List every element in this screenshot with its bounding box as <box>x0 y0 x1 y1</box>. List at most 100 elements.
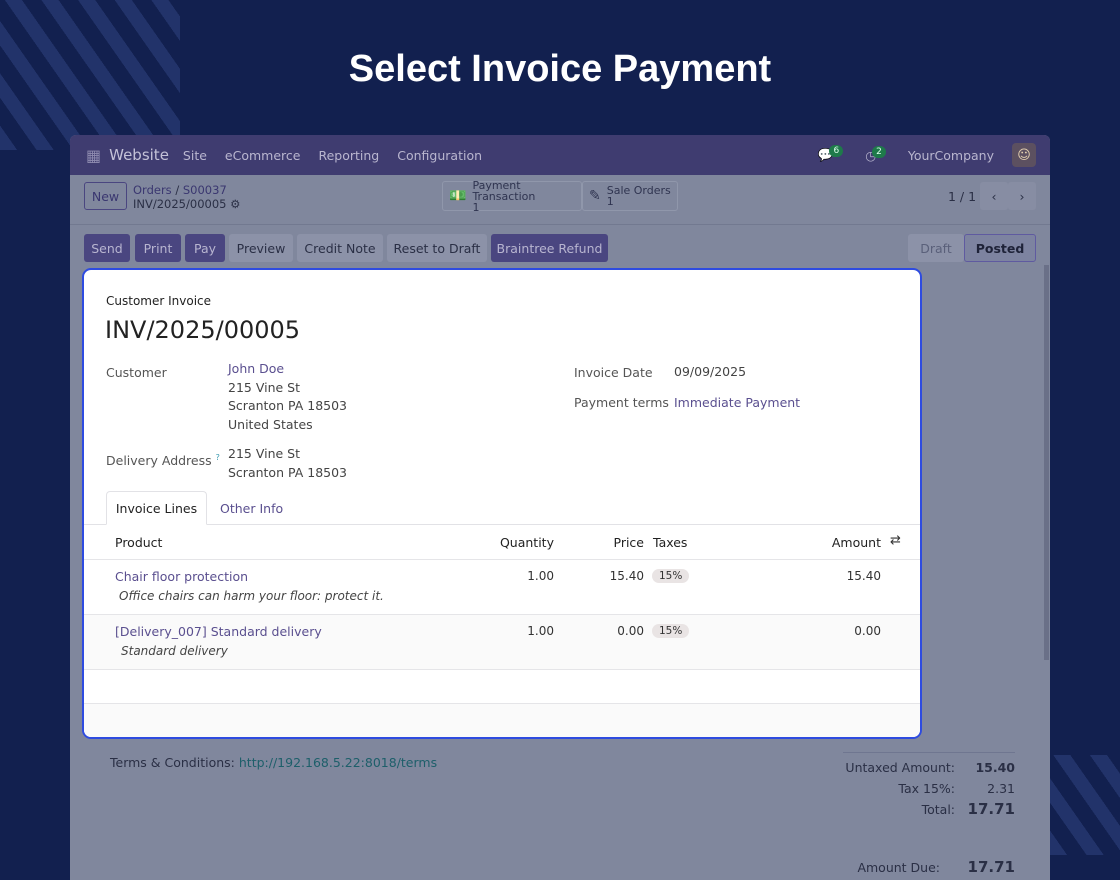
gear-icon[interactable]: ⚙ <box>230 197 241 211</box>
pager-next[interactable]: › <box>1008 182 1036 210</box>
help-tooltip-icon[interactable]: ? <box>215 453 220 462</box>
company-switcher[interactable]: YourCompany <box>907 147 994 163</box>
top-navbar: ▦ Website Site eCommerce Reporting Confi… <box>70 135 1050 175</box>
braintree-refund-button[interactable]: Braintree Refund <box>491 234 608 262</box>
amount-due: 17.71 <box>967 858 1015 876</box>
empty-row <box>84 670 920 704</box>
messages-button[interactable]: 💬6 <box>818 145 847 163</box>
activities-count: 2 <box>872 145 886 158</box>
credit-note-button[interactable]: Credit Note <box>297 234 383 262</box>
total-label: Total: <box>921 802 955 817</box>
scrollbar[interactable] <box>1044 265 1049 660</box>
untaxed-amount: 15.40 <box>975 760 1015 775</box>
reset-to-draft-button[interactable]: Reset to Draft <box>387 234 487 262</box>
tab-invoice-lines[interactable]: Invoice Lines <box>106 491 207 525</box>
tab-label: Invoice Lines <box>115 500 198 516</box>
menu-ecommerce[interactable]: eCommerce <box>224 147 301 163</box>
totals-divider <box>843 752 1015 753</box>
sale-orders-button[interactable]: ✎ Sale Orders 1 <box>582 181 678 211</box>
breadcrumb-order[interactable]: S00037 <box>182 183 227 197</box>
tax-amount: 2.31 <box>987 781 1015 796</box>
menu-site[interactable]: Site <box>182 147 207 163</box>
smart-button-count: 1 <box>472 200 480 214</box>
customer-link[interactable]: John Doe <box>228 361 285 376</box>
money-icon: 💵 <box>449 187 467 204</box>
user-avatar[interactable]: ☺ <box>1012 143 1036 167</box>
line-amount: 0.00 <box>854 624 881 638</box>
line-description: Standard delivery <box>121 644 228 658</box>
line-quantity: 1.00 <box>527 569 554 583</box>
delivery-address-label: Delivery Address ? <box>106 453 220 468</box>
preview-button[interactable]: Preview <box>229 234 293 262</box>
smart-button-count: 1 <box>606 195 614 208</box>
table-header: Product Quantity Price Taxes Amount ⇄ <box>84 525 920 560</box>
menu-configuration[interactable]: Configuration <box>397 147 483 163</box>
line-amount: 15.40 <box>846 569 881 583</box>
line-description: Office chairs can harm your floor: prote… <box>119 589 384 603</box>
menu-reporting[interactable]: Reporting <box>318 147 380 163</box>
invoice-number: INV/2025/00005 <box>105 316 301 344</box>
invoice-type: Customer Invoice <box>106 294 212 308</box>
customer-field[interactable]: John Doe 215 Vine St Scranton PA 18503 U… <box>228 360 347 434</box>
tabs-divider <box>84 524 920 525</box>
control-panel: New Orders / S00037 INV/2025/00005 ⚙ 💵 Pa… <box>70 175 1050 225</box>
messages-count: 6 <box>829 145 844 157</box>
optional-columns-toggle-icon[interactable]: ⇄ <box>890 533 901 548</box>
address-line: 215 Vine St <box>228 446 301 461</box>
totals: Untaxed Amount: 15.40 Tax 15%: 2.31 Total:… <box>810 757 1015 877</box>
breadcrumb: Orders / S00037 INV/2025/00005 ⚙ <box>133 183 241 211</box>
apps-grid-icon[interactable]: ▦ <box>86 145 102 165</box>
pay-button[interactable]: Pay <box>185 234 225 262</box>
page-heading: Select Invoice Payment <box>348 48 772 90</box>
terms-label: Terms & Conditions: <box>110 755 235 770</box>
table-footer <box>84 704 920 737</box>
pager-value[interactable]: 1 / 1 <box>948 189 977 204</box>
new-button[interactable]: New <box>84 182 127 210</box>
untaxed-label: Untaxed Amount: <box>845 760 955 775</box>
line-quantity: 1.00 <box>527 624 554 638</box>
invoice-date-label: Invoice Date <box>574 365 653 380</box>
address-line: 215 Vine St <box>228 379 301 395</box>
send-button[interactable]: Send <box>84 234 130 262</box>
column-product[interactable]: Product <box>115 535 163 550</box>
delivery-address-field[interactable]: 215 Vine St Scranton PA 18503 <box>228 445 347 482</box>
line-price: 15.40 <box>609 569 644 583</box>
edit-icon: ✎ <box>589 187 601 204</box>
status-posted[interactable]: Posted <box>964 234 1036 262</box>
column-quantity[interactable]: Quantity <box>499 535 554 550</box>
address-line: United States <box>228 416 313 432</box>
payment-terms-label: Payment terms <box>574 395 669 410</box>
table-row[interactable]: Chair floor protection Office chairs can… <box>84 560 920 615</box>
breadcrumb-orders[interactable]: Orders <box>133 183 172 197</box>
total-amount: 17.71 <box>967 800 1015 818</box>
record-name: INV/2025/00005 <box>133 197 227 211</box>
amount-due-label: Amount Due: <box>857 860 940 875</box>
app-name[interactable]: Website <box>109 146 169 164</box>
line-tax-tag: 15% <box>652 624 690 638</box>
invoice-highlight-card: Customer Invoice INV/2025/00005 Customer… <box>82 268 922 739</box>
column-price[interactable]: Price <box>613 535 645 550</box>
table-row[interactable]: [Delivery_007] Standard delivery Standar… <box>84 615 920 670</box>
line-product[interactable]: [Delivery_007] Standard delivery <box>115 624 322 639</box>
column-amount[interactable]: Amount <box>831 535 881 550</box>
smart-button-label: Payment Transaction <box>472 178 536 203</box>
invoice-date-field[interactable]: 09/09/2025 <box>674 364 747 379</box>
smart-button-label: Sale Orders <box>606 184 671 197</box>
terms-conditions: Terms & Conditions: http://192.168.5.22:… <box>110 755 437 770</box>
payment-transaction-button[interactable]: 💵 Payment Transaction 1 <box>442 178 582 214</box>
column-taxes[interactable]: Taxes <box>653 535 688 550</box>
tab-other-info[interactable]: Other Info <box>220 501 284 516</box>
print-button[interactable]: Print <box>135 234 181 262</box>
pager-previous[interactable]: ‹ <box>980 182 1008 210</box>
line-tax-tag: 15% <box>652 569 690 583</box>
decorative-stripes <box>1050 755 1120 855</box>
status-draft[interactable]: Draft <box>908 234 964 262</box>
payment-terms-field[interactable]: Immediate Payment <box>674 395 801 410</box>
address-line: Scranton PA 18503 <box>228 398 348 413</box>
customer-label: Customer <box>106 365 167 380</box>
tax-label: Tax 15%: <box>898 781 955 796</box>
address-line: Scranton PA 18503 <box>228 464 348 480</box>
activities-button[interactable]: ◷2 <box>865 145 890 163</box>
terms-link[interactable]: http://192.168.5.22:8018/terms <box>238 755 438 770</box>
line-product[interactable]: Chair floor protection <box>115 569 249 584</box>
